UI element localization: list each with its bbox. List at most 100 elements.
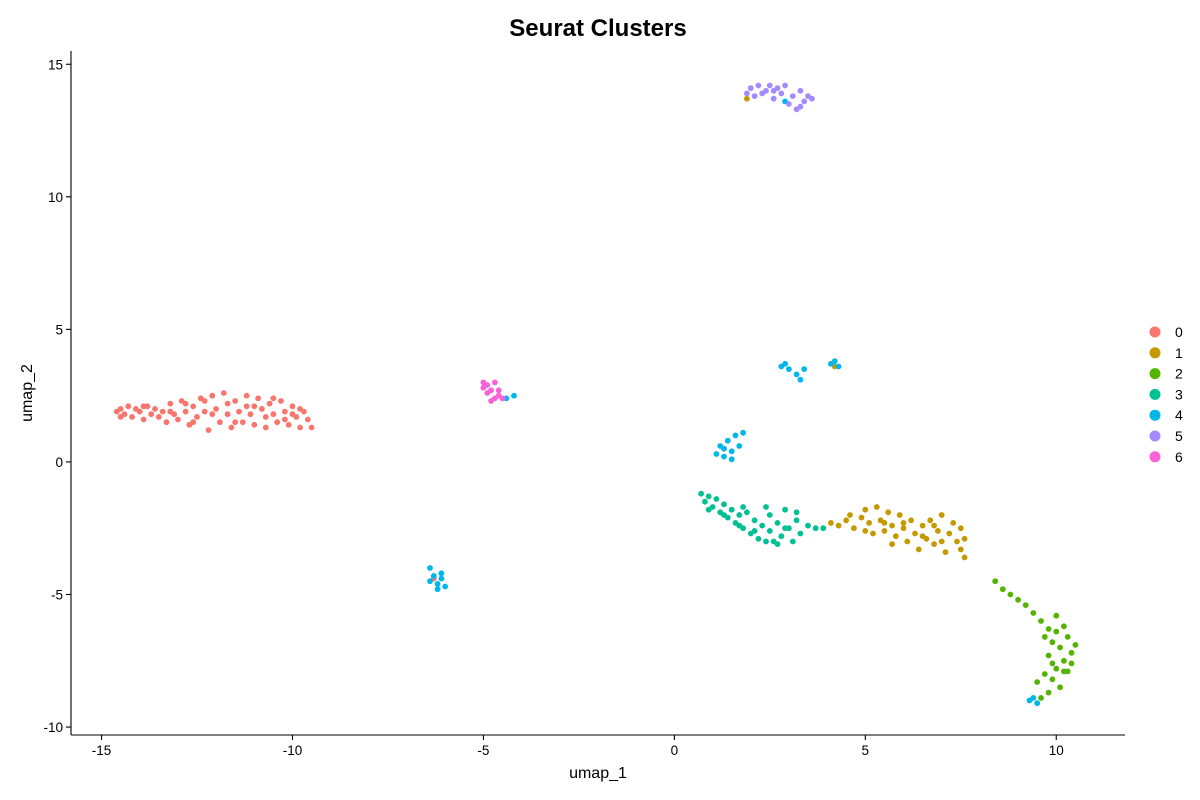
point-cluster-5: [747, 85, 754, 91]
legend-item-3: 3: [1149, 386, 1183, 402]
y-tick-label: -5: [51, 587, 63, 602]
point-cluster-2: [1068, 660, 1075, 667]
point-cluster-0: [155, 414, 162, 420]
point-cluster-0: [159, 408, 166, 415]
point-cluster-3: [774, 541, 781, 547]
point-cluster-2: [1007, 591, 1014, 598]
point-cluster-0: [125, 403, 132, 410]
point-cluster-2: [1072, 642, 1079, 648]
legend-item-5: 5: [1149, 428, 1183, 444]
point-cluster-4: [434, 586, 441, 593]
point-cluster-4: [793, 371, 800, 378]
point-cluster-3: [793, 517, 800, 524]
point-cluster-1: [847, 512, 853, 518]
point-cluster-1: [957, 525, 964, 532]
point-cluster-1: [957, 546, 964, 553]
point-cluster-2: [1049, 676, 1056, 683]
point-cluster-3: [751, 517, 758, 524]
point-cluster-3: [728, 506, 735, 513]
point-cluster-1: [950, 520, 957, 526]
point-cluster-5: [770, 87, 777, 94]
y-tick-label: -10: [43, 720, 63, 735]
point-cluster-3: [705, 506, 712, 513]
point-cluster-0: [285, 421, 292, 428]
point-cluster-3: [705, 493, 712, 500]
point-cluster-4: [721, 453, 727, 460]
point-cluster-2: [1041, 671, 1048, 677]
point-cluster-1: [896, 512, 903, 518]
point-cluster-1: [927, 517, 934, 524]
x-axis-ticks: -15 -10 -5 0 5 10: [92, 735, 1064, 758]
point-cluster-0: [167, 408, 174, 415]
point-cluster-0: [308, 424, 315, 431]
legend-key: [1149, 430, 1161, 442]
point-cluster-0: [140, 416, 147, 423]
point-cluster-0: [140, 403, 147, 410]
point-cluster-6: [495, 387, 502, 394]
point-cluster-1: [912, 530, 918, 537]
point-cluster-2: [1045, 689, 1052, 696]
point-cluster-1: [938, 512, 945, 518]
point-cluster-1: [873, 504, 880, 510]
point-cluster-0: [297, 406, 303, 412]
point-cluster-5: [797, 87, 804, 94]
point-cluster-0: [259, 406, 265, 412]
point-cluster-4: [438, 575, 445, 582]
y-tick-label: 15: [48, 57, 63, 72]
point-cluster-3: [755, 535, 762, 542]
point-cluster-2: [1057, 684, 1063, 691]
point-cluster-2: [1064, 668, 1071, 675]
point-cluster-1: [835, 522, 842, 529]
point-cluster-1: [900, 525, 907, 532]
point-cluster-2: [1053, 628, 1060, 635]
point-cluster-3: [782, 506, 788, 513]
point-cluster-0: [289, 403, 296, 410]
x-tick-label: -5: [477, 743, 489, 758]
point-cluster-3: [812, 525, 819, 532]
point-cluster-0: [190, 403, 197, 410]
point-cluster-1: [881, 528, 888, 534]
point-cluster-2: [1053, 612, 1060, 619]
point-cluster-1: [931, 522, 937, 529]
point-cluster-4: [728, 456, 735, 463]
point-cluster-3: [721, 501, 727, 508]
point-cluster-0: [136, 408, 143, 415]
point-cluster-1: [893, 533, 899, 540]
legend-label: 6: [1175, 449, 1183, 465]
legend-label: 4: [1175, 407, 1183, 423]
point-cluster-1: [961, 535, 968, 542]
point-cluster-3: [713, 496, 720, 502]
point-cluster-1: [919, 522, 926, 529]
point-cluster-1: [900, 520, 907, 526]
point-cluster-1: [889, 522, 895, 529]
point-cluster-2: [1045, 626, 1052, 632]
point-cluster-3: [751, 528, 758, 534]
point-cluster-6: [492, 379, 498, 386]
point-cluster-4: [427, 578, 433, 585]
legend-label: 1: [1175, 345, 1183, 361]
point-cluster-6: [480, 384, 487, 391]
point-cluster-0: [262, 424, 269, 431]
point-cluster-0: [213, 406, 220, 412]
x-tick-label: 10: [1049, 743, 1064, 758]
legend-item-2: 2: [1149, 366, 1183, 382]
point-cluster-3: [740, 504, 746, 510]
point-cluster-1: [954, 538, 960, 545]
point-cluster-4: [442, 583, 449, 590]
point-cluster-2: [1057, 644, 1063, 651]
point-cluster-0: [282, 408, 288, 415]
legend-label: 5: [1175, 428, 1183, 444]
point-cluster-4: [724, 437, 731, 444]
point-cluster-3: [789, 538, 796, 545]
chart-title: Seurat Clusters: [509, 15, 686, 42]
point-cluster-0: [243, 403, 250, 410]
point-cluster-4: [797, 376, 804, 383]
point-cluster-0: [217, 419, 223, 426]
point-cluster-0: [270, 411, 277, 418]
point-cluster-0: [270, 395, 277, 402]
legend-item-4: 4: [1149, 407, 1183, 423]
point-cluster-3: [736, 512, 743, 518]
point-cluster-2: [1049, 660, 1056, 667]
legend-key: [1149, 388, 1161, 400]
point-cluster-1: [904, 538, 911, 545]
